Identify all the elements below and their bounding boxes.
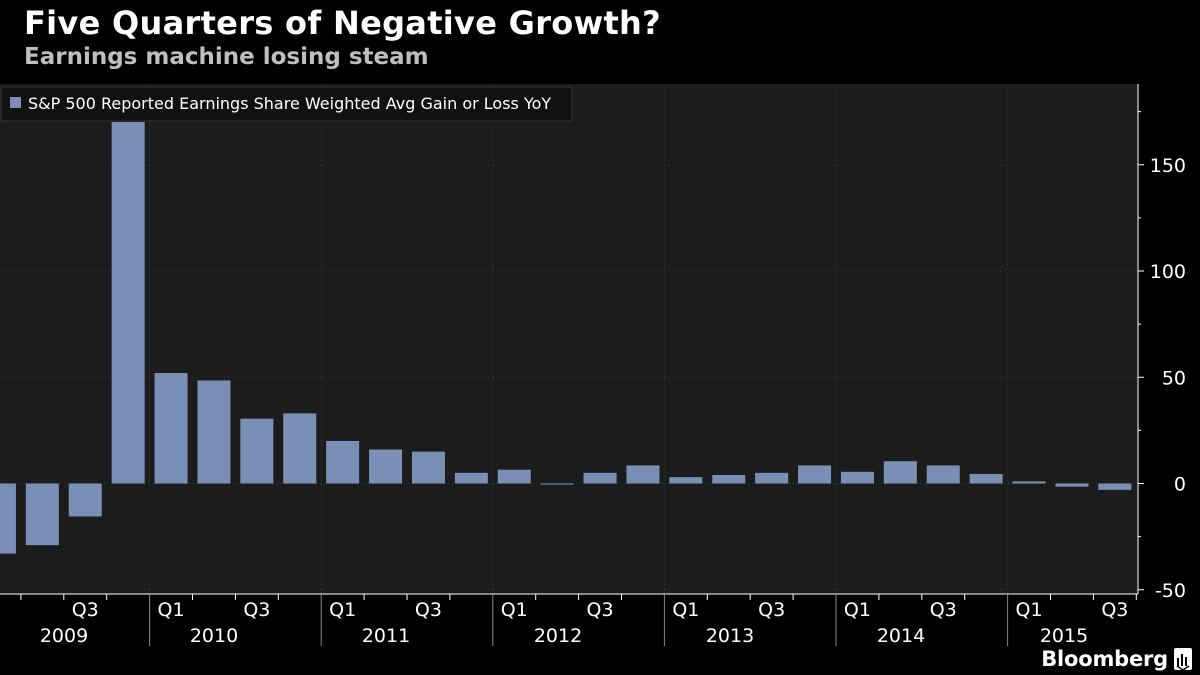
bar: [454, 472, 488, 484]
y-tick-label: 0: [1174, 474, 1186, 496]
brand-text: Bloomberg: [1041, 647, 1168, 671]
bar: [626, 465, 660, 484]
x-tick-label: Q3: [243, 599, 270, 621]
bar: [755, 472, 789, 484]
x-tick-label: Q1: [329, 599, 356, 621]
bar: [283, 413, 317, 484]
bar: [25, 483, 59, 546]
bar: [969, 473, 1003, 484]
bar: [540, 483, 574, 485]
x-tick-label: Q3: [758, 599, 785, 621]
x-tick-label: Q3: [72, 599, 99, 621]
legend-swatch: [10, 97, 21, 108]
bar: [240, 418, 274, 484]
y-tick-label: -50: [1155, 580, 1186, 602]
bar: [197, 380, 231, 484]
year-label: 2010: [190, 625, 238, 647]
bar: [1098, 483, 1132, 490]
bar: [1012, 481, 1046, 484]
y-tick-label: 100: [1150, 261, 1186, 283]
bar: [583, 472, 617, 484]
bar: [497, 469, 531, 484]
plot-background: [0, 84, 1138, 594]
bar: [883, 461, 917, 484]
bar: [840, 471, 874, 484]
chart-title: Five Quarters of Negative Growth?: [24, 4, 661, 42]
bar: [154, 373, 188, 484]
bar: [712, 475, 746, 484]
legend: S&P 500 Reported Earnings Share Weighted…: [0, 86, 573, 122]
x-tick-label: Q3: [1101, 599, 1128, 621]
year-label: 2013: [706, 625, 754, 647]
x-tick-label: Q3: [930, 599, 957, 621]
bar: [326, 441, 360, 484]
year-label: 2014: [877, 625, 925, 647]
x-tick-label: Q3: [587, 599, 614, 621]
year-label: 2015: [1040, 625, 1088, 647]
x-tick-label: Q1: [501, 599, 528, 621]
year-label: 2011: [362, 625, 410, 647]
bar: [798, 465, 832, 484]
year-label: 2012: [534, 625, 582, 647]
x-tick-label: Q1: [158, 599, 185, 621]
bar: [68, 483, 102, 517]
bars: [0, 122, 1132, 554]
bar: [411, 451, 445, 484]
bar: [926, 465, 960, 484]
x-tick-label: Q1: [844, 599, 871, 621]
bar: [1055, 483, 1089, 487]
chart-subtitle: Earnings machine losing steam: [24, 44, 429, 70]
y-tick-label: 50: [1162, 367, 1186, 389]
bar: [111, 122, 145, 484]
bloomberg-terminal-icon: [1174, 648, 1192, 670]
legend-box: [0, 86, 573, 122]
bar: [669, 477, 703, 484]
year-label: 2009: [40, 625, 88, 647]
y-tick-label: 150: [1150, 155, 1186, 177]
bloomberg-logo: Bloomberg: [1041, 647, 1192, 671]
bar: [369, 449, 403, 484]
x-tick-label: Q1: [672, 599, 699, 621]
x-tick-label: Q1: [1016, 599, 1043, 621]
legend-label: S&P 500 Reported Earnings Share Weighted…: [28, 94, 551, 113]
bar: [0, 483, 16, 554]
x-tick-label: Q3: [415, 599, 442, 621]
